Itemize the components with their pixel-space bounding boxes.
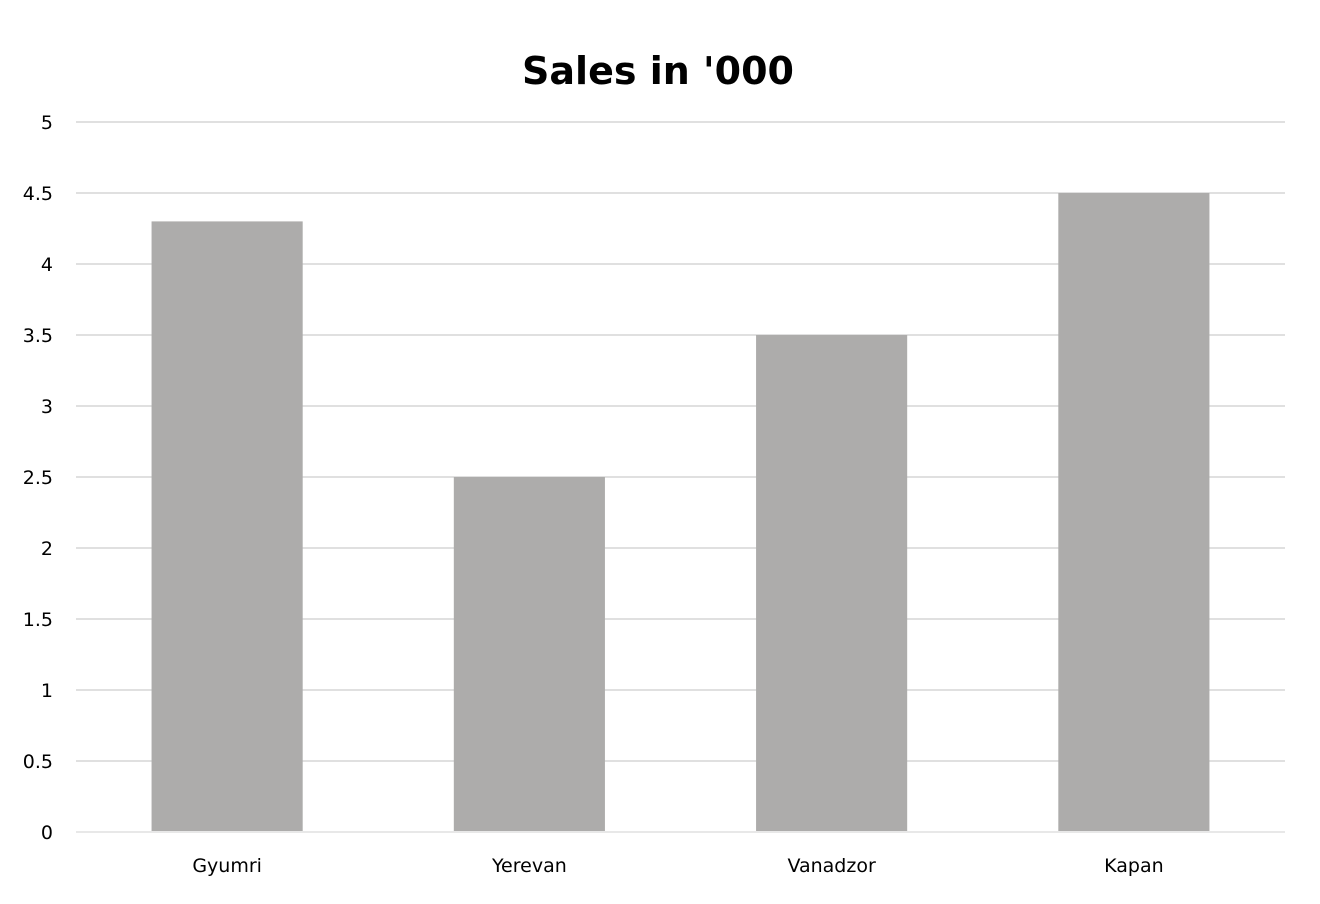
y-tick-label: 3.5 (23, 325, 53, 347)
y-tick-label: 0 (41, 822, 53, 844)
y-tick-label: 4.5 (23, 183, 53, 205)
y-axis-tick-labels: 0 0.5 1 1.5 2 2.5 3 3.5 4 4.5 5 (23, 112, 53, 844)
y-tick-label: 1.5 (23, 609, 53, 631)
y-tick-label: 2.5 (23, 467, 53, 489)
y-tick-label: 0.5 (23, 751, 53, 773)
x-tick-label: Vanadzor (787, 855, 876, 877)
bar-gyumri (151, 221, 303, 832)
y-tick-label: 2 (41, 538, 53, 560)
y-tick-label: 5 (41, 112, 53, 134)
x-tick-label: Yerevan (491, 855, 567, 877)
y-tick-label: 1 (41, 680, 53, 702)
bar-vanadzor (756, 335, 908, 832)
bar-kapan (1058, 193, 1210, 832)
x-axis-category-labels: Gyumri Yerevan Vanadzor Kapan (192, 855, 1163, 877)
x-tick-label: Kapan (1104, 855, 1164, 877)
bars (151, 193, 1210, 832)
chart-title: Sales in '000 (522, 49, 794, 93)
y-tick-label: 3 (41, 396, 53, 418)
x-tick-label: Gyumri (192, 855, 262, 877)
y-tick-label: 4 (41, 254, 53, 276)
bar-yerevan (453, 477, 605, 832)
